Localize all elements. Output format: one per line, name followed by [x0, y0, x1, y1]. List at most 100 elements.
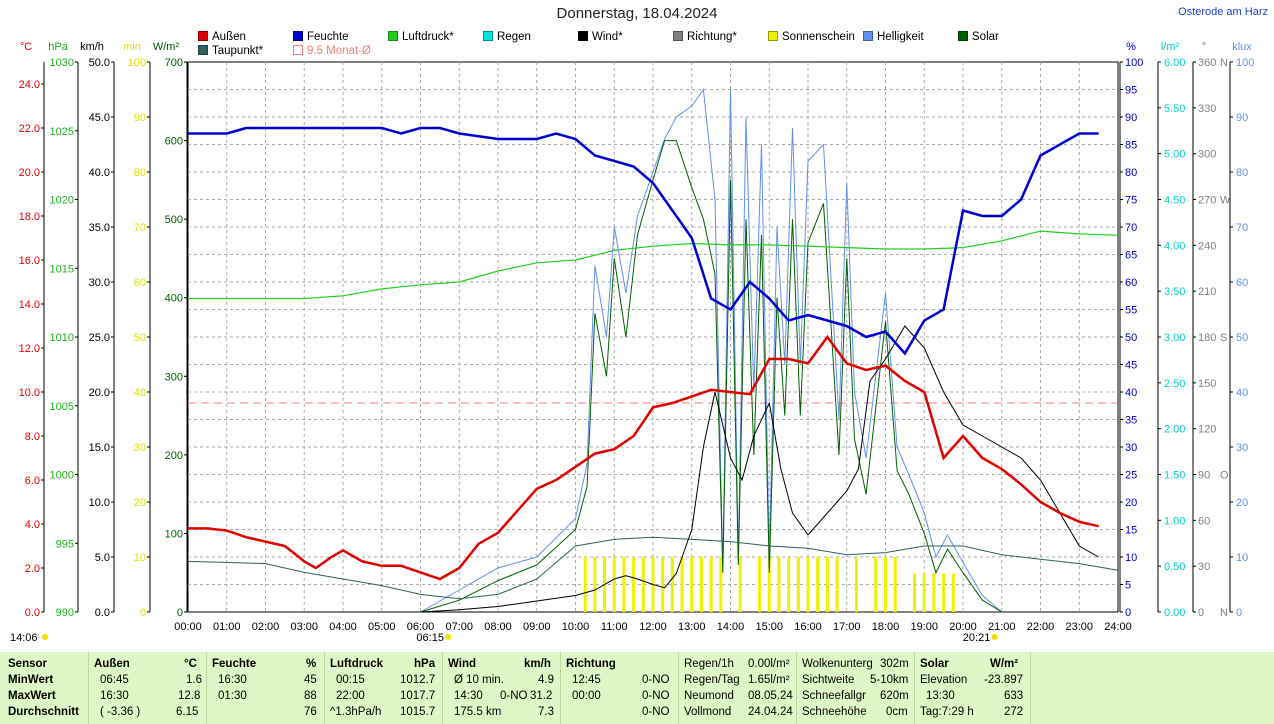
x-tick-label: 08:00 — [484, 621, 512, 633]
feuchte-min-time: 16:30 — [218, 674, 247, 686]
x-tick-label: 14:00 — [717, 621, 745, 633]
kmh-axis-tick-label: 0.0 — [95, 607, 110, 619]
visibility-label: Sichtweite — [802, 674, 855, 686]
legend-label-taupunkt: Taupunkt* — [212, 45, 264, 57]
luftdruck-max-time: 22:00 — [336, 690, 365, 702]
luftdruck-max-value: 1017.7 — [400, 690, 436, 702]
new-moon-label: Neumond — [684, 690, 734, 702]
new-moon-value: 08.05.24 — [748, 690, 793, 702]
pct-axis-tick-label: 30 — [1125, 442, 1137, 454]
klux-axis-tick-label: 50 — [1236, 332, 1248, 344]
lm2-axis-tick-label: 4.00 — [1164, 240, 1185, 252]
lm2-axis-tick-label: 4.50 — [1164, 195, 1185, 207]
feuchte-header: Feuchte — [212, 658, 257, 670]
legend-swatch-luftdruck — [388, 31, 398, 41]
sunshine-bar — [680, 557, 684, 612]
solar-header: Solar — [920, 658, 949, 670]
rain-day-value: 1.65l/m² — [748, 674, 790, 686]
min-axis-unit: min — [123, 41, 141, 53]
min-axis-tick-label: 70 — [134, 222, 146, 234]
table-divider — [678, 652, 679, 724]
min-axis-tick-label: 90 — [134, 112, 146, 124]
x-tick-label: 05:00 — [368, 621, 396, 633]
wm2-axis-tick-label: 200 — [165, 450, 183, 462]
kmh-axis-tick-label: 5.0 — [95, 552, 110, 564]
x-tick-label: 17:00 — [833, 621, 861, 633]
x-tick-label: 24:00 — [1104, 621, 1132, 633]
x-tick-label: 19:00 — [910, 621, 938, 633]
daylength-label: Tag:7:29 h — [920, 706, 974, 718]
snow-depth-label: Schneehöhe — [802, 706, 867, 718]
legend-label-luftdruck: Luftdruck* — [402, 31, 454, 43]
deg-axis-tick-label: 30 — [1198, 561, 1210, 573]
x-tick-label: 06:00 — [407, 621, 435, 633]
sunshine-bar — [738, 557, 742, 612]
pct-axis-tick-label: 85 — [1125, 140, 1137, 152]
series-line-solar — [420, 140, 1003, 613]
table-divider — [914, 652, 915, 724]
wind-max-value: 31.2 — [530, 690, 553, 702]
aussen-header: Außen — [94, 658, 130, 670]
pct-axis-tick-label: 20 — [1125, 497, 1137, 509]
kmh-axis-tick-label: 20.0 — [89, 387, 110, 399]
legend-swatch-monthly-avg — [293, 45, 303, 55]
chart-legend: Außen Feuchte Luftdruck* Regen Wind* Ric… — [0, 30, 1100, 60]
hpa-axis-tick-label: 1015 — [50, 263, 74, 275]
legend-label-richtung: Richtung* — [687, 31, 737, 43]
legend-item-regen: Regen — [483, 31, 531, 43]
sunshine-bar — [884, 557, 887, 612]
wm2-axis-tick-label: 700 — [165, 57, 183, 69]
direction-tick-label: S — [1220, 332, 1227, 344]
x-tick-label: 12:00 — [639, 621, 667, 633]
richtung-header: Richtung — [566, 658, 616, 670]
kmh-axis-tick-label: 15.0 — [89, 442, 110, 454]
legend-swatch-helligkeit — [863, 31, 873, 41]
sunshine-bar — [942, 573, 946, 612]
kmh-axis-unit: km/h — [80, 41, 104, 53]
min-axis-tick-label: 50 — [134, 332, 146, 344]
klux-axis-tick-label: 30 — [1236, 442, 1248, 454]
x-tick-label: 00:00 — [174, 621, 202, 633]
sunset-label: 20:21 — [963, 632, 991, 644]
hpa-axis-tick-label: 990 — [56, 607, 74, 619]
location-label[interactable]: Osterode am Harz — [1178, 6, 1268, 18]
min-axis-tick-label: 0 — [140, 607, 146, 619]
lm2-axis-tick-label: 5.00 — [1164, 149, 1185, 161]
kmh-axis-tick-label: 40.0 — [89, 167, 110, 179]
deg-axis-tick-label: 300 — [1198, 149, 1216, 161]
rain-1h-label: Regen/1h — [684, 658, 734, 670]
celsius-axis-tick-label: 4.0 — [25, 519, 40, 531]
pct-axis-tick-label: 50 — [1125, 332, 1137, 344]
luftdruck-avg-value: 1015.7 — [400, 706, 436, 718]
pct-axis-tick-label: 15 — [1125, 525, 1137, 537]
min-axis-tick-label: 30 — [134, 442, 146, 454]
solar-avg-value: 272 — [1004, 706, 1024, 718]
klux-axis-tick-label: 100 — [1236, 57, 1254, 69]
min-axis-tick-label: 20 — [134, 497, 146, 509]
deg-axis-tick-label: 270 — [1198, 195, 1216, 207]
luftdruck-header: Luftdruck — [330, 658, 384, 670]
sunshine-bar — [612, 557, 616, 612]
wind-avg10-value: 4.9 — [538, 674, 554, 686]
wind-avg10-label: Ø 10 min. — [454, 674, 504, 686]
richtung-max-value: 0-NO — [642, 690, 670, 702]
sunshine-bar — [816, 557, 820, 612]
legend-label-sonnenschein: Sonnenschein — [782, 31, 855, 43]
deg-axis-tick-label: 90 — [1198, 470, 1210, 482]
feuchte-unit: % — [306, 658, 317, 670]
series-line-luftdruck — [188, 230, 1119, 300]
wm2-axis-tick-label: 0 — [177, 607, 183, 619]
celsius-axis-tick-label: 14.0 — [19, 299, 40, 311]
feuchte-min-value: 45 — [304, 674, 317, 686]
full-moon-value: 24.04.24 — [748, 706, 793, 718]
pct-axis-tick-label: 0 — [1125, 607, 1131, 619]
x-tick-label: 22:00 — [1027, 621, 1055, 633]
current-time-marker — [42, 634, 48, 640]
row-label-max: MaxWert — [8, 690, 56, 702]
x-tick-label: 01:00 — [213, 621, 241, 633]
lm2-axis-tick-label: 0.50 — [1164, 561, 1185, 573]
sunshine-bar — [922, 573, 926, 612]
sunshine-bar — [709, 557, 713, 612]
snowline-label: Schneefallgr — [802, 690, 866, 702]
legend-swatch-aussen — [198, 31, 208, 41]
